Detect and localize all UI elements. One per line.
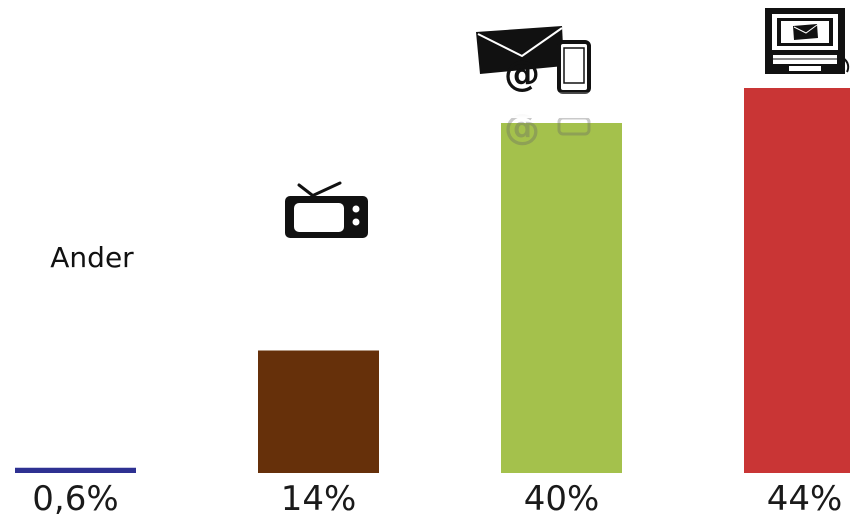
bar-3	[744, 88, 850, 473]
tv-icon	[285, 181, 368, 238]
value-label-1: 14%	[281, 479, 357, 516]
computer-icon	[765, 8, 850, 74]
value-label-2: 40%	[524, 479, 600, 516]
value-label-3: 44%	[767, 479, 843, 516]
bar-2	[501, 123, 622, 473]
category-label-0: Ander	[50, 241, 134, 274]
value-label-0: 0,6%	[32, 479, 118, 516]
bar-1	[258, 350, 379, 473]
svg-text:@: @	[504, 54, 540, 95]
email-phone-icon: @ @	[476, 26, 596, 152]
bar-0	[15, 467, 136, 473]
